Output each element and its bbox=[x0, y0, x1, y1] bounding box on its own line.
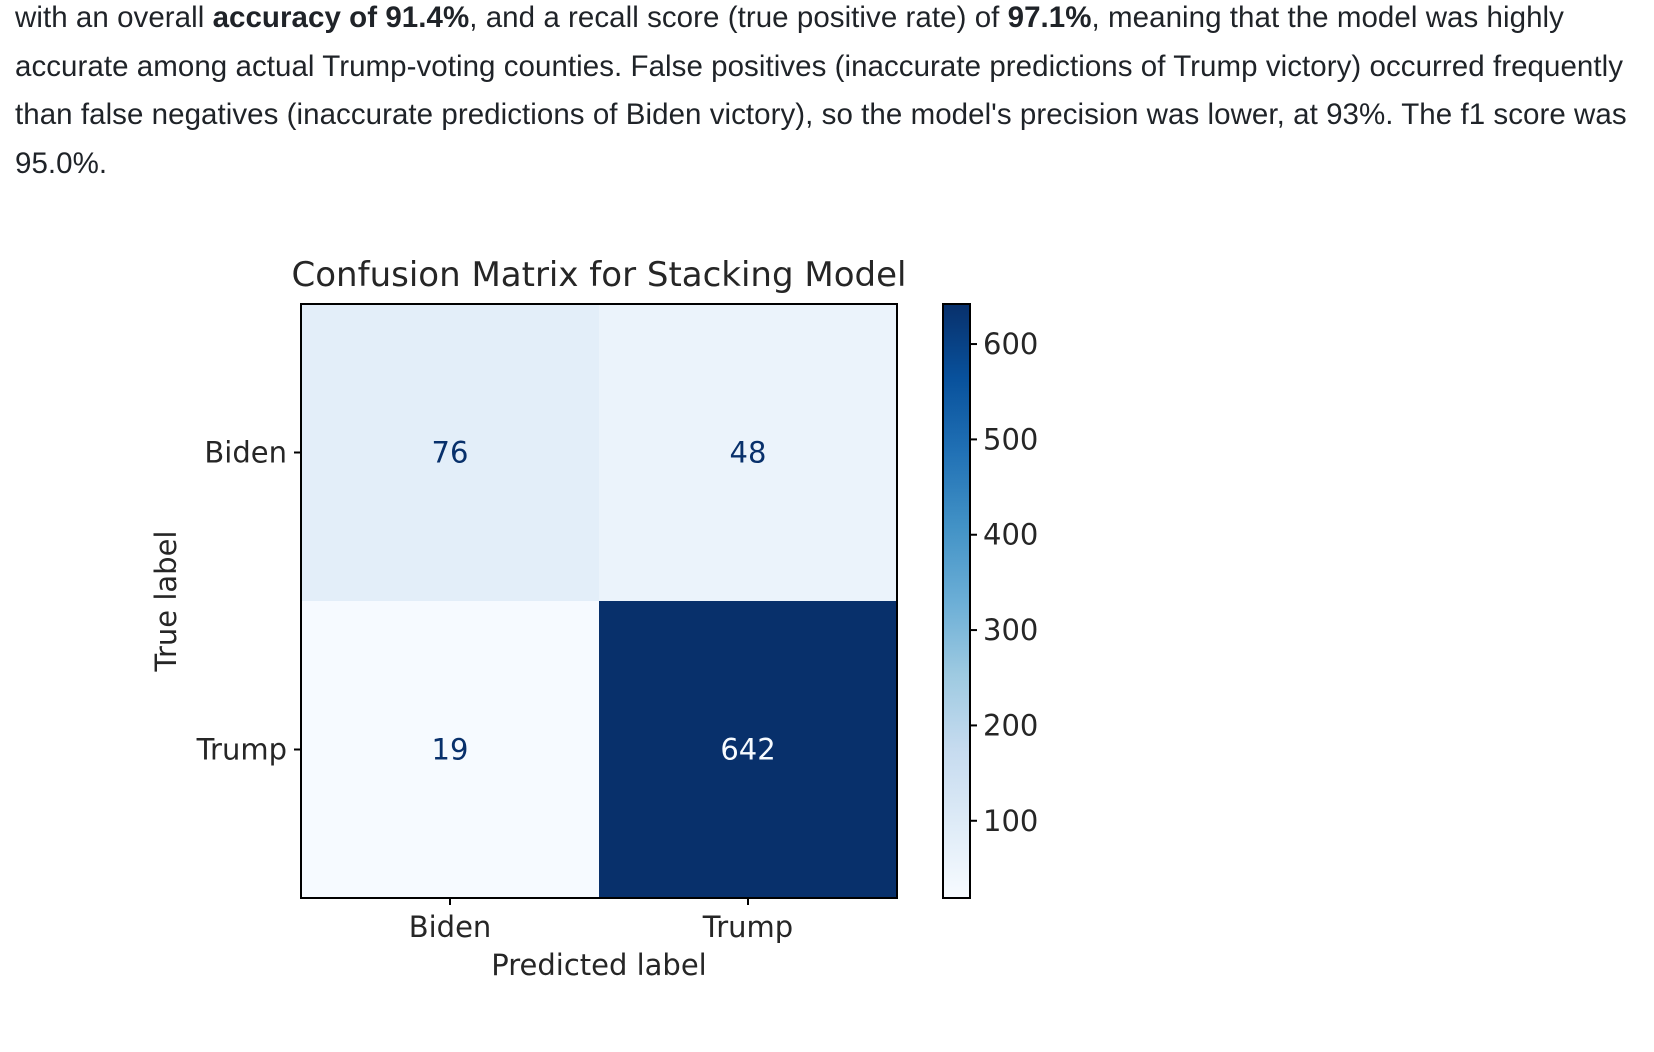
colorbar-tick-label: 500 bbox=[983, 422, 1038, 456]
colorbar-tick-label: 600 bbox=[983, 327, 1038, 361]
x-axis-label: Predicted label bbox=[491, 948, 707, 982]
colorbar-tick-label: 200 bbox=[983, 708, 1038, 742]
chart-title: Confusion Matrix for Stacking Model bbox=[292, 255, 907, 295]
y-tick-label-biden: Biden bbox=[204, 436, 287, 470]
y-tick-label-trump: Trump bbox=[196, 733, 287, 767]
colorbar-tick-label: 300 bbox=[983, 613, 1038, 647]
cell-value-label: 642 bbox=[720, 733, 775, 767]
paragraph-text-2: , and a recall score (true positive rate… bbox=[469, 1, 1008, 34]
paragraph-accuracy-bold: accuracy of 91.4% bbox=[212, 1, 470, 34]
x-tick-label-biden: Biden bbox=[409, 910, 492, 944]
colorbar bbox=[943, 304, 970, 898]
colorbar-frame bbox=[942, 303, 971, 899]
paragraph-recall-bold: 97.1% bbox=[1007, 1, 1092, 34]
colorbar-tick-label: 400 bbox=[983, 518, 1038, 552]
matrix-cell-biden-trump bbox=[599, 304, 897, 601]
paragraph-text-1: with an overall bbox=[15, 1, 213, 34]
matrix-frame bbox=[300, 303, 898, 899]
cell-value-label: 76 bbox=[432, 436, 469, 470]
cell-value-label: 19 bbox=[432, 733, 469, 767]
colorbar-tick-label: 100 bbox=[983, 804, 1038, 838]
x-tick-label-trump: Trump bbox=[702, 910, 793, 944]
paragraph-text-3: , meaning that the model was highly accu… bbox=[15, 1, 1627, 180]
y-axis-label: True label bbox=[149, 531, 183, 673]
matrix-cell-biden-biden bbox=[301, 304, 599, 601]
body-paragraph: with an overall accuracy of 91.4%, and a… bbox=[15, 0, 1645, 188]
matrix-cell-trump-trump bbox=[599, 601, 897, 898]
cell-value-label: 48 bbox=[730, 436, 767, 470]
matrix-cell-trump-biden bbox=[301, 601, 599, 898]
